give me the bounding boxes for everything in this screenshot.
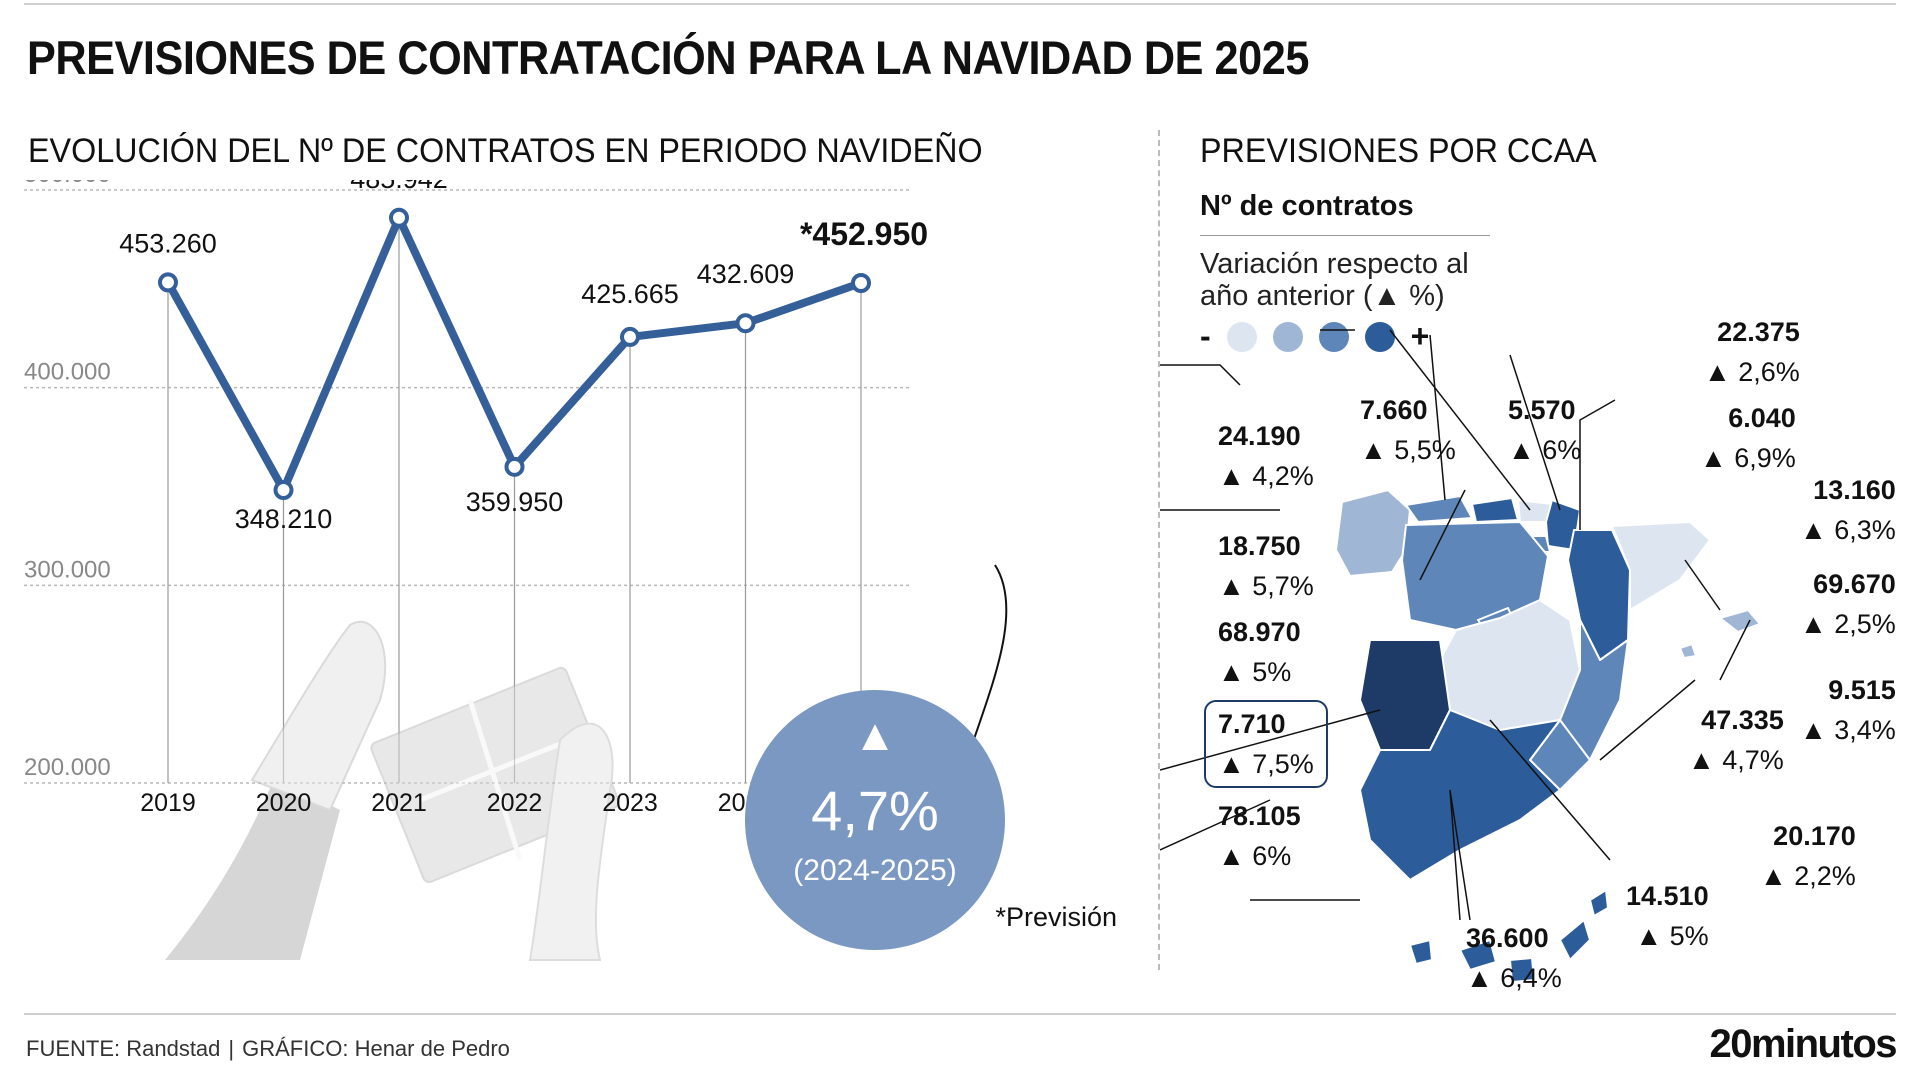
- gift-illustration: [165, 620, 620, 961]
- data-labels: 453.260 348.210 485.942 359.950 425.665 432.6…: [119, 180, 928, 534]
- spain-map: [1160, 329, 1761, 983]
- highlight-arrow-icon: ▲: [853, 711, 897, 760]
- region-label-baleares: 9.515 ▲ 3,4%: [1800, 675, 1896, 745]
- gift-ribbon-illustration: [419, 699, 571, 861]
- region-label-castilla-la-mancha: 20.170 ▲ 2,2%: [1760, 821, 1856, 891]
- data-point: [504, 456, 525, 477]
- data-label: 348.210: [235, 504, 333, 534]
- scale-dot-1: [1226, 321, 1257, 352]
- region-label-canarias: 36.600 ▲ 6,4%: [1466, 923, 1562, 993]
- data-label: 432.609: [697, 259, 795, 289]
- region-label-andalucia: 78.105 ▲ 6%: [1218, 801, 1301, 871]
- top-rule: [24, 3, 1896, 5]
- scale-dot-4: [1364, 321, 1395, 352]
- footer-credits: FUENTE: Randstad | GRÁFICO: Henar de Pedro: [26, 1036, 510, 1062]
- y-tick-label: 200.000: [24, 754, 111, 781]
- data-label: 359.950: [466, 487, 564, 517]
- region-canarias: [1409, 889, 1609, 983]
- page-title: PREVISIONES DE CONTRATACIÓN PARA LA NAVI…: [27, 31, 1309, 84]
- legend-heading: Nº de contratos: [1200, 190, 1414, 222]
- highlight-bubble: [745, 690, 1005, 950]
- data-point: [273, 480, 294, 501]
- region-label-asturias: 7.660 ▲ 5,5%: [1360, 395, 1456, 465]
- forecast-note: *Previsión: [995, 902, 1117, 932]
- chart-section-title: EVOLUCIÓN DEL Nº DE CONTRATOS EN PERIODO…: [28, 132, 983, 170]
- region-label-valencia: 47.335 ▲ 4,7%: [1688, 705, 1784, 775]
- x-tick-label: 2021: [371, 789, 427, 817]
- scale-dot-2: [1272, 321, 1303, 352]
- region-label-galicia: 24.190 ▲ 4,2%: [1218, 421, 1314, 491]
- scale-minus: -: [1200, 318, 1211, 354]
- y-tick-label: 300.000: [24, 556, 111, 583]
- x-tick-label: 2023: [602, 789, 658, 817]
- hand-right-illustration: [528, 722, 614, 961]
- region-label-murcia: 14.510 ▲ 5%: [1626, 881, 1709, 951]
- region-andalucia: [1359, 709, 1561, 881]
- region-asturias: [1405, 495, 1473, 523]
- legend-rule: [1200, 235, 1490, 236]
- region-baleares-minor: [1679, 643, 1697, 659]
- footer-credit: GRÁFICO: Henar de Pedro: [242, 1036, 510, 1061]
- scale-dot-3: [1318, 321, 1349, 352]
- data-point: [735, 313, 756, 334]
- y-tick-labels: 500.000 400.000 300.000 200.000: [24, 180, 111, 781]
- region-label-extremadura: 7.710 ▲ 7,5%: [1204, 700, 1328, 788]
- region-label-navarra: 6.040 ▲ 6,9%: [1700, 403, 1796, 473]
- map-section-title: PREVISIONES POR CCAA: [1200, 132, 1597, 170]
- sleeve-illustration: [165, 778, 340, 960]
- data-label: 425.665: [581, 279, 679, 309]
- region-label-cantabria: 5.570 ▲ 6%: [1508, 395, 1582, 465]
- data-label: 485.942: [350, 180, 448, 194]
- region-extremadura: [1359, 639, 1451, 751]
- footer-source: FUENTE: Randstad: [26, 1036, 221, 1061]
- y-tick-label: 500.000: [24, 180, 111, 188]
- region-label-pais-vasco: 22.375 ▲ 2,6%: [1704, 317, 1800, 387]
- highlight-value: 4,7%: [811, 779, 939, 842]
- line-chart: 453.260 348.210 485.942 359.950 425.665 432.6…: [24, 180, 1117, 961]
- region-label-castilla-leon: 18.750 ▲ 5,7%: [1218, 531, 1314, 601]
- data-point: [851, 273, 871, 294]
- region-cataluna: [1611, 521, 1711, 611]
- brand-logo: 20minutos: [1709, 1022, 1897, 1066]
- x-tick-label: 2020: [256, 789, 312, 817]
- highlight-period: (2024-2025): [793, 854, 956, 887]
- region-cantabria: [1471, 497, 1519, 523]
- section-divider: [1158, 130, 1160, 970]
- data-label: *452.950: [800, 216, 928, 252]
- region-label-cataluna: 69.670 ▲ 2,5%: [1800, 569, 1896, 639]
- map-leader-lines: [1160, 329, 1751, 921]
- legend-variation: Variación respecto al año anterior (▲ %): [1200, 248, 1469, 312]
- scale-plus: +: [1410, 318, 1430, 354]
- y-tick-label: 400.000: [24, 359, 111, 386]
- x-tick-label: 2019: [140, 789, 196, 817]
- region-label-madrid: 68.970 ▲ 5%: [1218, 617, 1301, 687]
- data-point: [389, 207, 409, 228]
- bottom-rule: [24, 1013, 1896, 1015]
- footer-separator: |: [228, 1036, 235, 1061]
- color-scale: - +: [1200, 318, 1429, 355]
- data-points: [158, 207, 871, 501]
- region-galicia: [1335, 489, 1411, 577]
- region-baleares: [1719, 609, 1761, 633]
- hand-left-illustration: [250, 620, 387, 812]
- data-label: 453.260: [119, 228, 217, 258]
- data-point: [158, 272, 178, 293]
- data-point: [620, 326, 640, 347]
- region-label-aragon: 13.160 ▲ 6,3%: [1800, 475, 1896, 545]
- x-tick-label: 2022: [487, 789, 543, 817]
